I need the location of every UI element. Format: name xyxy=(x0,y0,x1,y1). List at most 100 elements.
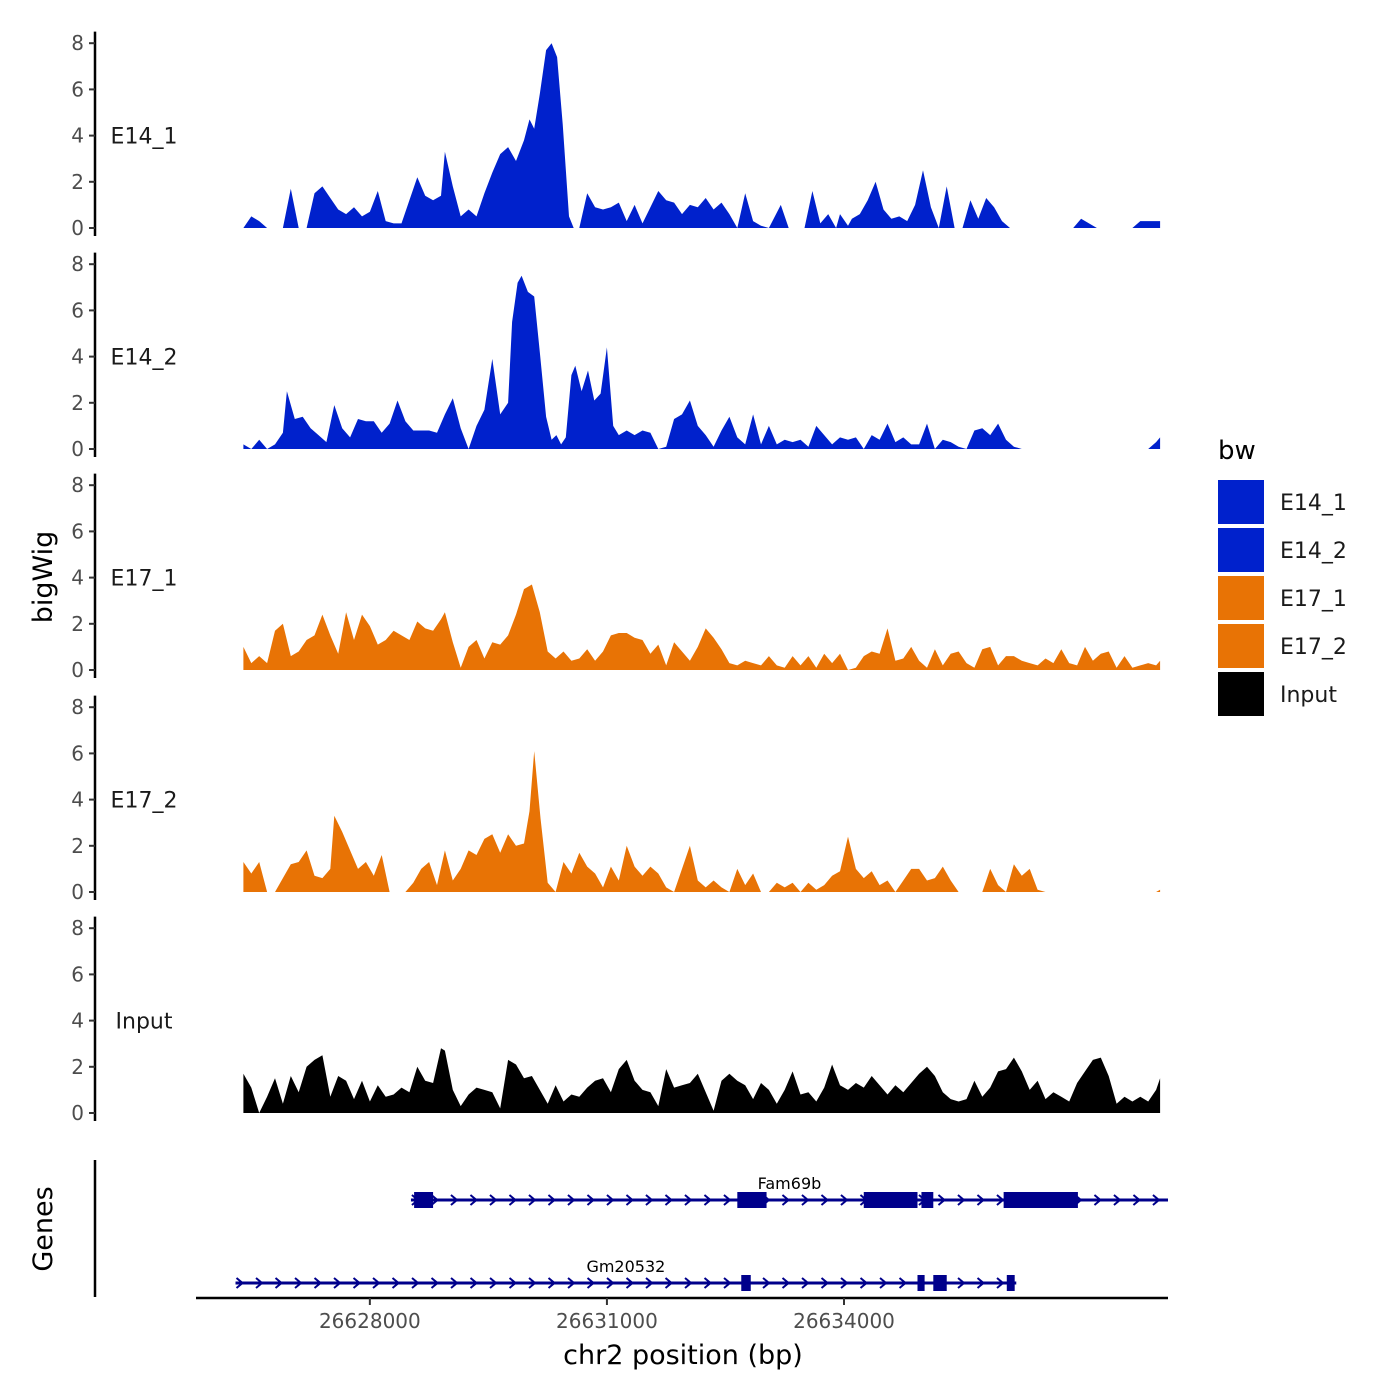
legend-label: Input xyxy=(1280,683,1337,708)
strand-arrow xyxy=(450,1194,459,1206)
legend-swatch xyxy=(1218,480,1264,524)
x-axis-title: chr2 position (bp) xyxy=(563,1340,803,1371)
strand-arrow xyxy=(840,1194,849,1206)
y-tick-label: 6 xyxy=(71,962,84,986)
strand-arrow xyxy=(235,1277,245,1289)
track-e14-1: 0 2 4 6 8 E14_1 xyxy=(71,31,1161,240)
strand-arrow xyxy=(508,1194,518,1206)
strand-arrow xyxy=(645,1194,654,1206)
strand-arrow xyxy=(586,1277,596,1289)
y-tick-label: 0 xyxy=(71,658,84,682)
exon xyxy=(741,1275,751,1291)
strand-arrow xyxy=(723,1194,732,1206)
strand-arrow xyxy=(820,1277,830,1289)
strand-arrow xyxy=(567,1194,576,1206)
strand-arrow xyxy=(781,1194,791,1206)
signal-area xyxy=(243,751,1161,892)
strand-arrow xyxy=(294,1277,303,1289)
strand-arrow xyxy=(879,1277,888,1289)
y-tick-label: 8 xyxy=(71,31,84,55)
strand-arrow xyxy=(781,1277,791,1289)
y-tick-label: 2 xyxy=(71,612,84,636)
strand-arrow xyxy=(1152,1194,1161,1206)
strand-arrow xyxy=(528,1277,537,1289)
strand-arrow xyxy=(1113,1194,1122,1206)
signal-area xyxy=(243,43,1161,229)
track-e17-2: 0 2 4 6 8 E17_2 xyxy=(71,695,1161,904)
track-label: E14_1 xyxy=(111,125,178,150)
gene-label: Fam69b xyxy=(758,1174,822,1193)
strand-arrow xyxy=(508,1277,518,1289)
y-tick-label: 0 xyxy=(71,216,84,240)
legend-label: E14_2 xyxy=(1280,539,1347,564)
y-tick-label: 6 xyxy=(71,741,84,765)
y-tick-label: 4 xyxy=(71,1009,84,1033)
legend-label: E17_1 xyxy=(1280,587,1347,612)
track-e14-2: 0 2 4 6 8 E14_2 xyxy=(71,252,1161,461)
strand-arrow xyxy=(976,1194,986,1206)
strand-arrow xyxy=(937,1194,947,1206)
strand-arrow xyxy=(625,1277,635,1289)
signal-area xyxy=(243,275,1161,449)
strand-arrow xyxy=(664,1277,674,1289)
legend: bw E14_1 E14_2 E17_1 E17_2 Input xyxy=(1218,436,1347,716)
strand-arrow xyxy=(313,1277,323,1289)
y-tick-label: 0 xyxy=(71,437,84,461)
strand-arrow xyxy=(996,1194,1005,1206)
strand-arrow xyxy=(1132,1194,1142,1206)
exon xyxy=(917,1275,925,1291)
y-tick-label: 8 xyxy=(71,695,84,719)
x-axis: 26628000 26631000 26634000 xyxy=(196,1296,1168,1333)
strand-arrow xyxy=(820,1194,830,1206)
exon xyxy=(737,1192,767,1208)
y-tick-label: 8 xyxy=(71,252,84,276)
legend-label: E14_1 xyxy=(1280,491,1347,516)
strand-arrow xyxy=(996,1277,1005,1289)
strand-arrow xyxy=(645,1277,654,1289)
strand-arrow xyxy=(430,1194,440,1206)
legend-item: E14_1 xyxy=(1218,480,1347,524)
y-tick-label: 6 xyxy=(71,519,84,543)
track-label: Input xyxy=(116,1010,173,1035)
x-tick-label: 26628000 xyxy=(319,1309,421,1333)
strand-arrow xyxy=(391,1277,401,1289)
y-tick-label: 8 xyxy=(71,916,84,940)
strand-arrow xyxy=(469,1194,479,1206)
strand-arrow xyxy=(274,1277,284,1289)
strand-arrow xyxy=(723,1277,732,1289)
x-tick-label: 26631000 xyxy=(556,1309,658,1333)
legend-item: Input xyxy=(1218,672,1337,716)
strand-arrow xyxy=(333,1277,342,1289)
strand-arrow xyxy=(1093,1194,1103,1206)
strand-arrow xyxy=(957,1277,966,1289)
exon xyxy=(921,1192,934,1208)
legend-swatch xyxy=(1218,624,1264,668)
signal-area xyxy=(243,1048,1161,1113)
strand-arrow xyxy=(898,1277,908,1289)
strand-arrow xyxy=(664,1194,674,1206)
strand-arrow xyxy=(411,1277,420,1289)
y-tick-label: 0 xyxy=(71,1101,84,1125)
legend-item: E14_2 xyxy=(1218,528,1347,572)
strand-arrow xyxy=(762,1277,771,1289)
strand-arrow xyxy=(528,1194,537,1206)
track-input: 0 2 4 6 8 Input xyxy=(71,916,1161,1125)
strand-arrow xyxy=(703,1194,713,1206)
legend-swatch xyxy=(1218,672,1264,716)
y-axis-title: bigWig xyxy=(28,531,59,624)
strand-arrow xyxy=(684,1194,693,1206)
legend-title: bw xyxy=(1218,436,1256,466)
legend-swatch xyxy=(1218,576,1264,620)
y-tick-label: 4 xyxy=(71,788,84,812)
strand-arrow xyxy=(547,1194,557,1206)
legend-label: E17_2 xyxy=(1280,635,1347,660)
strand-arrow xyxy=(625,1194,635,1206)
strand-arrow xyxy=(859,1277,869,1289)
track-e17-1: 0 2 4 6 8 E17_1 xyxy=(71,473,1161,682)
y-tick-label: 4 xyxy=(71,566,84,590)
exon xyxy=(414,1192,434,1208)
y-tick-label: 6 xyxy=(71,77,84,101)
strand-arrow xyxy=(801,1277,810,1289)
strand-arrow xyxy=(606,1277,615,1289)
